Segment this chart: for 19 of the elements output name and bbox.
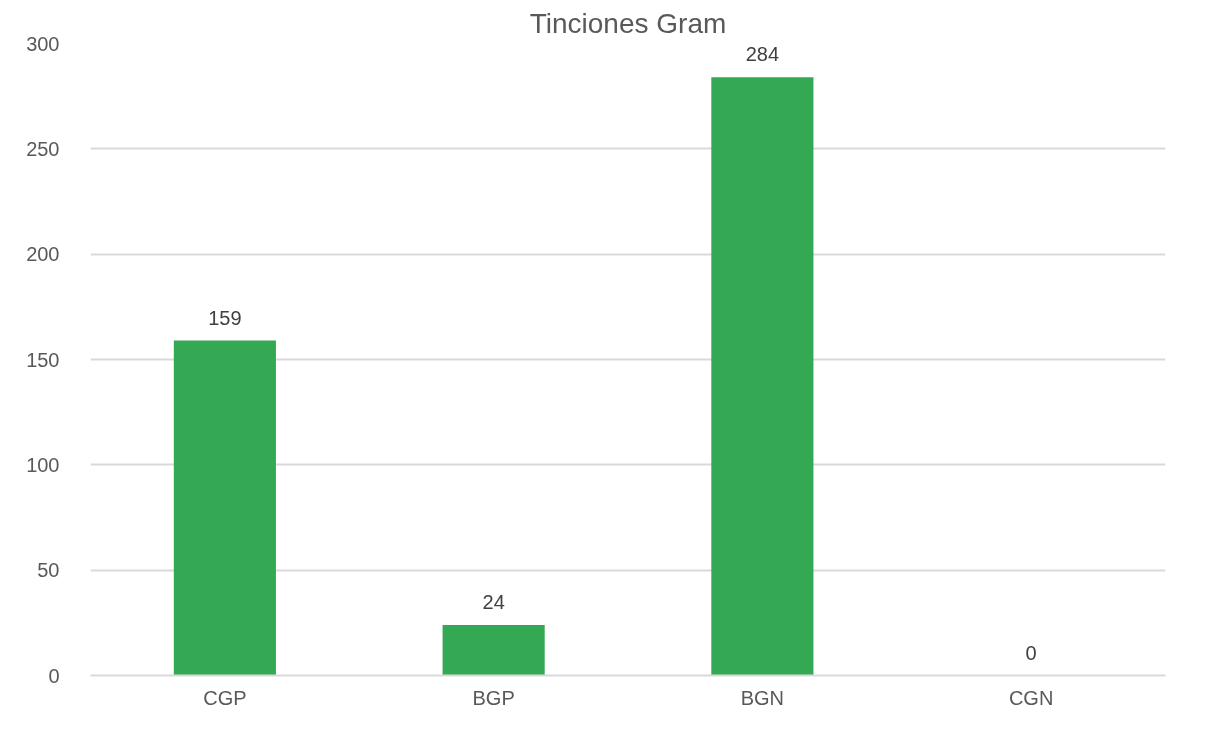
x-tick-label: BGP bbox=[472, 686, 515, 709]
data-label: 0 bbox=[1025, 641, 1037, 664]
y-tick-label: 0 bbox=[48, 664, 60, 687]
x-tick-label: CGN bbox=[1008, 686, 1054, 709]
chart-title: Tinciones Gram bbox=[529, 7, 727, 39]
x-tick-label: BGN bbox=[740, 686, 785, 709]
x-tick-label: CGP bbox=[203, 686, 247, 709]
data-label: 284 bbox=[745, 43, 780, 66]
data-label: 159 bbox=[208, 306, 242, 329]
bar bbox=[173, 340, 276, 676]
y-tick-label: 300 bbox=[26, 32, 60, 55]
y-tick-label: 250 bbox=[26, 137, 60, 160]
bar bbox=[711, 77, 814, 676]
y-tick-label: 200 bbox=[26, 243, 60, 266]
y-tick-label: 150 bbox=[26, 348, 60, 371]
bar bbox=[442, 624, 545, 676]
y-tick-label: 100 bbox=[26, 453, 60, 476]
y-tick-label: 50 bbox=[37, 559, 60, 582]
data-label: 24 bbox=[482, 591, 505, 614]
